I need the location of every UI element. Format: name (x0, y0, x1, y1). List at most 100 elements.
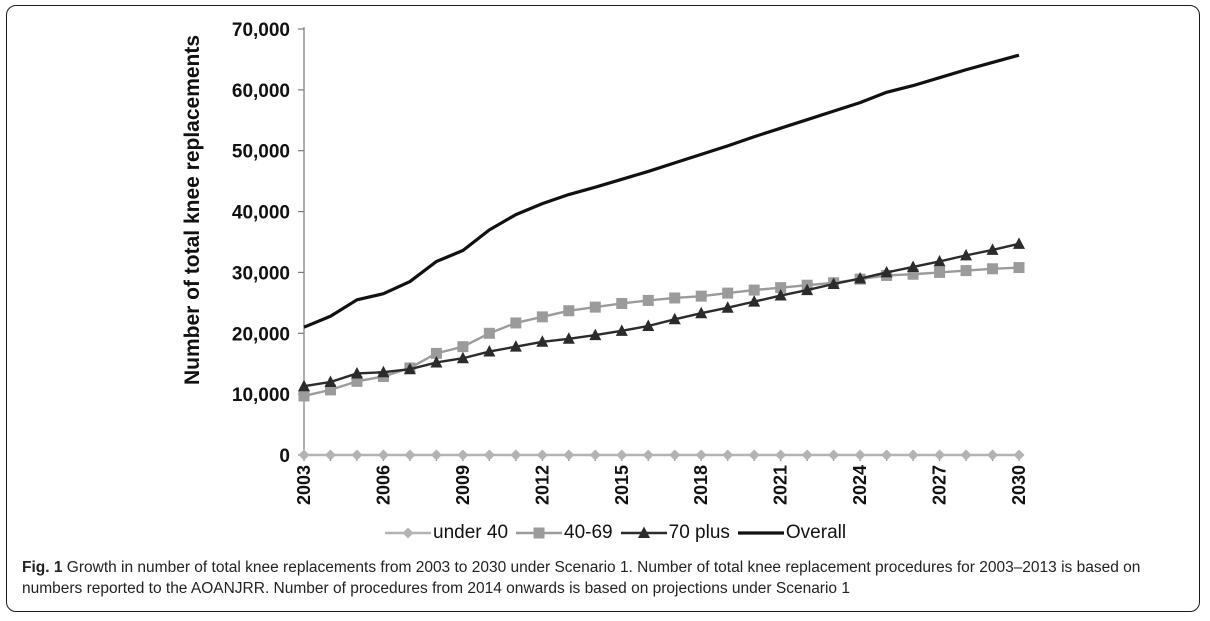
series-under-40 (298, 449, 1025, 461)
y-tick-label: 10,000 (232, 385, 290, 406)
y-tick-label: 60,000 (232, 81, 290, 102)
square-marker (1013, 262, 1025, 274)
diamond-marker (987, 449, 999, 461)
triangle-marker (695, 306, 708, 319)
legend-swatch (385, 527, 431, 539)
diamond-marker (563, 449, 575, 461)
diamond-marker (881, 449, 893, 461)
diamond-marker (669, 449, 681, 461)
square-marker (351, 375, 363, 387)
legend-swatch (516, 527, 563, 539)
triangle-marker (668, 312, 681, 325)
triangle-marker (986, 243, 999, 255)
diamond-marker (510, 449, 522, 461)
y-tick-label: 30,000 (232, 263, 290, 284)
legend-swatch (737, 531, 784, 535)
square-marker (642, 294, 654, 306)
x-tick-label: 2018 (691, 465, 711, 505)
triangle-marker (637, 526, 650, 538)
diamond-marker (722, 449, 734, 461)
square-marker (430, 347, 442, 359)
square-marker (483, 327, 495, 339)
diamond-marker (404, 449, 416, 461)
series-70-plus (298, 237, 1025, 392)
diamond-marker (801, 449, 813, 461)
square-marker (563, 305, 575, 317)
diamond-marker (351, 449, 363, 461)
square-marker (457, 341, 469, 353)
y-axis-label: Number of total knee replacements (181, 35, 204, 385)
square-marker (510, 317, 522, 329)
chart-series (298, 53, 1025, 461)
legend-item: 40-69 (516, 522, 613, 544)
triangle-marker (615, 324, 628, 336)
y-tick-label: 20,000 (232, 324, 290, 345)
x-tick-label: 2012 (532, 465, 552, 505)
y-tick-label: 0 (279, 446, 290, 467)
triangle-marker (960, 248, 973, 261)
caption-text: Growth in number of total knee replaceme… (22, 559, 1141, 597)
triangle-marker (483, 345, 496, 357)
diamond-marker (960, 449, 972, 461)
y-tick-label: 40,000 (232, 203, 290, 224)
square-marker (748, 284, 760, 296)
diamond-marker (775, 449, 787, 461)
triangle-marker (430, 355, 443, 368)
triangle-marker (350, 366, 363, 379)
diamond-marker (854, 449, 866, 461)
chart-axes: 0 10,000 20,000 30,000 40,000 50,000 60,000 70,… (232, 20, 1029, 505)
square-marker (589, 301, 601, 313)
series-overall (303, 53, 1020, 329)
x-tick-label: 2015 (612, 465, 632, 505)
series-line (303, 266, 1020, 398)
diamond-marker (828, 449, 840, 461)
square-marker (722, 287, 734, 299)
square-marker (907, 268, 919, 280)
triangle-marker (403, 362, 416, 375)
legend-swatch (620, 526, 667, 538)
triangle-marker (880, 265, 893, 278)
x-tick-label: 2003 (294, 465, 314, 505)
triangle-marker (907, 260, 920, 272)
square-marker (987, 263, 999, 275)
x-tick-label: 2024 (850, 465, 870, 505)
triangle-marker (377, 365, 390, 378)
diamond-marker (483, 449, 495, 461)
triangle-marker (748, 295, 761, 307)
square-marker (298, 390, 310, 402)
diamond-marker (298, 449, 310, 461)
x-tick-label: 2027 (930, 465, 950, 505)
triangle-marker (536, 335, 549, 347)
triangle-marker (324, 375, 337, 387)
diamond-marker (748, 449, 760, 461)
x-tick-label: 2006 (373, 465, 393, 505)
diamond-marker (1013, 449, 1025, 461)
square-marker (324, 384, 336, 396)
triangle-marker (589, 328, 602, 341)
diamond-marker (642, 449, 654, 461)
x-tick-label: 2009 (453, 465, 473, 505)
x-tick-label: 2021 (771, 465, 791, 505)
diamond-marker (324, 449, 336, 461)
series-line (303, 53, 1020, 329)
legend-item: 70 plus (620, 522, 730, 544)
legend-item: Overall (737, 522, 846, 544)
diamond-marker (934, 449, 946, 461)
square-marker (775, 282, 787, 294)
x-tick-label: 2030 (1009, 465, 1029, 505)
diamond-marker (616, 449, 628, 461)
triangle-marker (721, 301, 734, 313)
square-marker (669, 292, 681, 304)
triangle-marker (456, 351, 469, 364)
legend-label: under 40 (433, 522, 509, 543)
triangle-marker (562, 332, 575, 344)
square-marker (616, 297, 628, 309)
figure-label: Fig. 1 (22, 559, 63, 576)
diamond-marker (536, 449, 548, 461)
square-marker (695, 290, 707, 302)
diamond-marker (457, 449, 469, 461)
square-marker (533, 527, 545, 539)
y-tick-label: 70,000 (232, 20, 290, 41)
triangle-marker (1013, 237, 1025, 249)
